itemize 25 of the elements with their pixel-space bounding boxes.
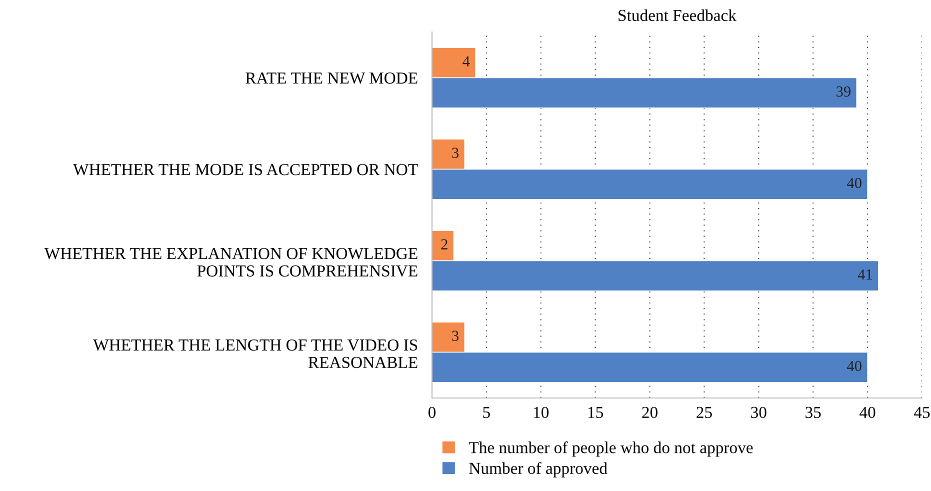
data-label: 4 bbox=[462, 56, 470, 66]
x-tick-label: 25 bbox=[696, 406, 712, 418]
data-label: 40 bbox=[847, 360, 862, 372]
x-tick-label: 40 bbox=[860, 406, 876, 418]
y-tick-label: RATE THE NEW MODE bbox=[246, 72, 418, 84]
x-tick-label: 0 bbox=[428, 406, 436, 418]
x-tick-label: 35 bbox=[806, 406, 821, 418]
data-label: 2 bbox=[441, 239, 448, 250]
x-tick-label: 5 bbox=[483, 406, 490, 418]
x-tick-label: 45 bbox=[914, 406, 930, 418]
data-label: 3 bbox=[452, 330, 459, 341]
y-tick-label: WHETHER THE EXPLANATION OF KNOWLEDGE POINTS IS COMPREHENSIVE bbox=[44, 248, 418, 277]
y-tick-label: WHETHER THE MODE IS ACCEPTED OR NOT bbox=[73, 164, 418, 176]
data-label: 41 bbox=[858, 269, 872, 280]
y-tick-label: WHETHER THE LENGTH OF THE VIDEO IS REASONABLE bbox=[93, 339, 418, 368]
chart-title: Student Feedback bbox=[618, 9, 736, 22]
x-tick-label: 30 bbox=[751, 406, 766, 418]
legend-label: The number of people who do not approve bbox=[468, 441, 753, 457]
x-tick-label: 15 bbox=[588, 406, 604, 418]
data-label: 40 bbox=[847, 178, 862, 188]
legend-label: Number of approved bbox=[469, 462, 608, 478]
data-label: 39 bbox=[836, 86, 850, 97]
data-label: 3 bbox=[452, 148, 459, 158]
x-tick-label: 10 bbox=[534, 406, 549, 418]
x-tick-label: 20 bbox=[642, 406, 658, 418]
